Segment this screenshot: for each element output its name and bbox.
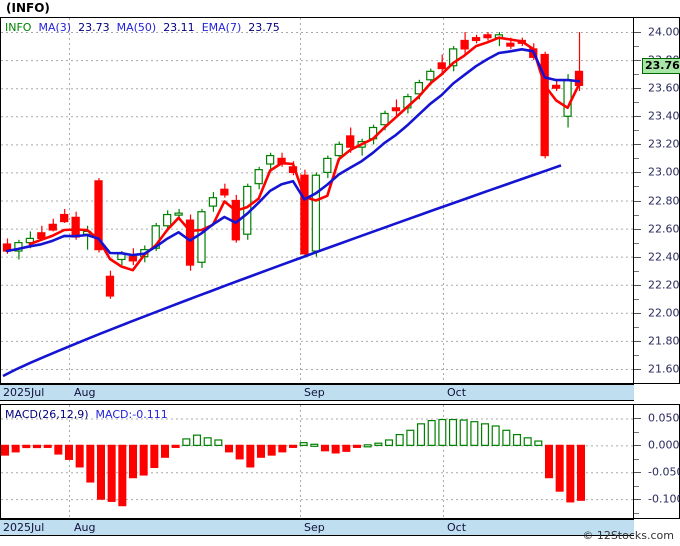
macd-axis-minor-tick — [634, 431, 639, 433]
price-candlestick-canvas — [1, 18, 633, 383]
macd-legend: MACD(26,12,9) MACD:-0.111 — [5, 408, 168, 421]
legend-ma50-label: MA(50) — [116, 21, 157, 34]
macd-axis-minor-tick — [634, 458, 639, 460]
date-axis-lower: 2025Jul Aug Sep Oct — [0, 519, 634, 536]
date-axis-label: 2025Jul — [3, 386, 45, 399]
legend-ma3-label: MA(3) — [38, 21, 72, 34]
price-axis-minor-tick — [634, 74, 639, 76]
macd-axis-tick — [634, 418, 641, 420]
price-axis-label: 22.40 — [648, 250, 680, 264]
price-axis-tick — [634, 200, 641, 202]
price-axis-label: 22.00 — [648, 306, 680, 320]
legend-macd-value: MACD:-0.111 — [95, 408, 168, 421]
price-axis-tick — [634, 340, 641, 342]
price-legend: INFO MA(3) 23.73 MA(50) 23.11 EMA(7) 23.75 — [5, 21, 280, 34]
price-axis-minor-tick — [634, 130, 639, 132]
price-axis-tick — [634, 368, 641, 370]
macd-chart-panel[interactable]: MACD(26,12,9) MACD:-0.111 — [0, 404, 634, 519]
macd-axis-minor-tick — [634, 485, 639, 487]
price-axis-label: 22.60 — [648, 222, 680, 236]
macd-axis-label: 0.050 — [648, 411, 680, 425]
price-axis-minor-tick — [634, 102, 639, 104]
macd-axis-tick — [634, 445, 641, 447]
date-axis-label: Sep — [304, 521, 325, 534]
price-axis: 24.0023.8023.6023.4023.2023.0022.8022.60… — [633, 17, 680, 384]
current-price-badge: 23.76 — [642, 57, 680, 74]
macd-axis-label: 0.000 — [648, 438, 680, 452]
macd-axis: 0.050 0.000 -0.050 -0.100 — [633, 404, 680, 519]
date-axis-upper: 2025Jul Aug Sep Oct — [0, 384, 634, 401]
price-axis-minor-tick — [634, 326, 639, 328]
price-axis-minor-tick — [634, 186, 639, 188]
price-axis-minor-tick — [634, 46, 639, 48]
price-axis-minor-tick — [634, 354, 639, 356]
macd-plot-area[interactable] — [1, 405, 633, 518]
price-axis-tick — [634, 312, 641, 314]
price-axis-tick — [634, 284, 641, 286]
legend-symbol: INFO — [5, 21, 32, 34]
price-axis-tick — [634, 144, 641, 146]
price-axis-tick — [634, 60, 641, 62]
legend-ema7-label: EMA(7) — [201, 21, 242, 34]
macd-axis-tick — [634, 472, 641, 474]
price-axis-label: 22.80 — [648, 194, 680, 207]
legend-macd-label: MACD(26,12,9) — [5, 408, 89, 421]
price-axis-minor-tick — [634, 298, 639, 300]
macd-histogram-canvas — [1, 405, 633, 518]
price-axis-label: 23.40 — [648, 109, 680, 123]
legend-ema7-value: 23.75 — [248, 21, 280, 34]
price-axis-minor-tick — [634, 214, 639, 216]
price-axis-tick — [634, 228, 641, 230]
title-bar: (INFO) — [0, 0, 680, 17]
macd-axis-label: -0.050 — [648, 465, 680, 479]
price-axis-label: 24.00 — [648, 25, 680, 39]
macd-axis-label: -0.100 — [648, 492, 680, 506]
price-axis-label: 23.20 — [648, 137, 680, 151]
price-plot-area[interactable] — [1, 18, 633, 383]
date-axis-label: Oct — [447, 386, 467, 399]
price-axis-minor-tick — [634, 158, 639, 160]
date-axis-label: 2025Jul — [3, 521, 45, 534]
price-axis-label: 22.20 — [648, 278, 680, 292]
copyright-credit: © 12Stocks.com — [582, 529, 674, 542]
legend-ma50-value: 23.11 — [163, 21, 195, 34]
date-axis-label: Oct — [447, 521, 467, 534]
price-axis-label: 21.60 — [648, 362, 680, 376]
price-axis-tick — [634, 88, 641, 90]
price-axis-minor-tick — [634, 242, 639, 244]
date-axis-label: Aug — [74, 521, 96, 534]
macd-axis-tick — [634, 499, 641, 501]
price-axis-label: 23.00 — [648, 165, 680, 179]
macd-axis-minor-tick — [634, 512, 639, 514]
date-axis-label: Aug — [74, 386, 96, 399]
price-axis-label: 23.60 — [648, 81, 680, 95]
page-title: (INFO) — [6, 1, 50, 15]
price-axis-tick — [634, 116, 641, 118]
price-axis-tick — [634, 32, 641, 34]
date-axis-label: Sep — [304, 386, 325, 399]
legend-ma3-value: 23.73 — [78, 21, 110, 34]
price-axis-tick — [634, 172, 641, 174]
price-axis-tick — [634, 256, 641, 258]
price-axis-label: 21.80 — [648, 334, 680, 348]
price-chart-panel[interactable]: INFO MA(3) 23.73 MA(50) 23.11 EMA(7) 23.75 — [0, 17, 634, 384]
price-axis-minor-tick — [634, 270, 639, 272]
